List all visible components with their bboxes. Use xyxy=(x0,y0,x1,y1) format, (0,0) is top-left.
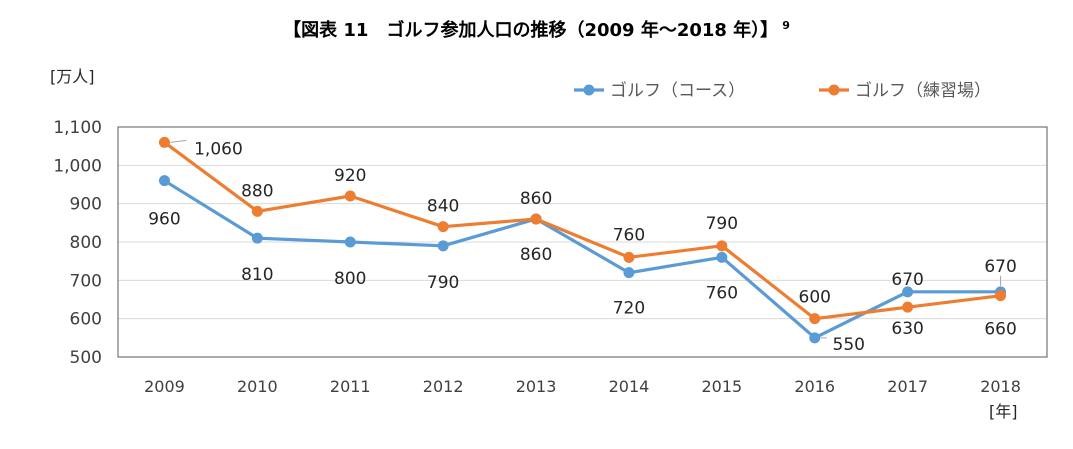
data-point xyxy=(995,290,1007,302)
data-point xyxy=(158,175,170,187)
x-tick-label: 2014 xyxy=(609,377,650,396)
y-tick-label: 600 xyxy=(70,310,102,330)
data-point xyxy=(716,251,728,263)
x-tick-label: 2012 xyxy=(423,377,464,396)
x-tick-label: 2018 xyxy=(980,377,1021,396)
series-line xyxy=(163,179,1001,340)
y-tick-label: 1,100 xyxy=(53,118,102,138)
x-axis-ticks: 2009 2010 2011 2012 2013 2014 2015 2016 2017 2018 xyxy=(144,377,1021,396)
data-point xyxy=(716,240,728,252)
y-tick-label: 1,000 xyxy=(53,156,102,176)
legend-item: ゴルフ（練習場） xyxy=(819,80,991,101)
data-point xyxy=(251,205,263,217)
chart-title: 【図表 11 ゴルフ参加人口の推移（2009 年～2018 年）】 9 xyxy=(0,16,1073,42)
label-leader-lines xyxy=(170,139,1002,339)
plot-area-frame xyxy=(117,126,1048,358)
y-tick-label: 800 xyxy=(70,233,102,253)
x-tick-label: 2016 xyxy=(794,377,835,396)
legend: ゴルフ（コース） ゴルフ（練習場） xyxy=(574,80,991,101)
chart-title-text: 【図表 11 ゴルフ参加人口の推移（2009 年～2018 年）】 xyxy=(283,20,779,41)
legend-label: ゴルフ（練習場） xyxy=(855,80,991,101)
x-tick-label: 2009 xyxy=(144,377,185,396)
data-point xyxy=(251,232,263,244)
data-label: 550 xyxy=(833,335,865,355)
x-axis-unit-label: [年] xyxy=(989,402,1018,421)
y-axis-unit-label: [万人] xyxy=(50,67,95,86)
data-label: 1,060 xyxy=(194,139,243,159)
data-label: 790 xyxy=(706,214,738,234)
series-range xyxy=(158,136,1007,325)
x-tick-label: 2013 xyxy=(516,377,557,396)
data-label: 630 xyxy=(891,319,923,339)
gridlines xyxy=(118,164,1047,320)
data-point xyxy=(623,251,635,263)
data-point xyxy=(623,267,635,279)
data-label: 860 xyxy=(520,245,552,265)
data-label: 860 xyxy=(520,189,552,209)
data-label: 810 xyxy=(241,265,273,285)
data-label: 790 xyxy=(427,273,459,293)
series-lines xyxy=(158,136,1007,344)
leader-line xyxy=(170,139,187,143)
data-label: 660 xyxy=(984,320,1016,340)
legend-marker xyxy=(583,84,595,96)
data-labels: 960 810 800 790 860 720 760 550 670 670 1,060 880 92… xyxy=(148,139,1017,355)
data-label: 600 xyxy=(799,288,831,308)
data-point xyxy=(437,240,449,252)
data-label: 760 xyxy=(706,283,738,303)
data-point xyxy=(344,236,356,248)
title-footnote-marker: 9 xyxy=(782,19,790,32)
data-point xyxy=(344,190,356,202)
x-tick-label: 2015 xyxy=(701,377,742,396)
x-tick-label: 2010 xyxy=(237,377,278,396)
series-course xyxy=(158,175,1007,344)
data-label: 880 xyxy=(241,181,273,201)
y-tick-label: 500 xyxy=(70,348,102,368)
series-line xyxy=(163,141,1001,321)
data-point xyxy=(902,301,914,313)
data-label: 760 xyxy=(613,225,645,245)
x-tick-label: 2011 xyxy=(330,377,371,396)
x-tick-label: 2017 xyxy=(887,377,928,396)
data-point xyxy=(437,221,449,233)
y-axis-ticks: 500 600 700 800 900 1,000 1,100 xyxy=(53,118,102,368)
y-tick-label: 900 xyxy=(70,195,102,215)
data-point xyxy=(809,332,821,344)
data-point xyxy=(902,286,914,298)
legend-marker xyxy=(828,84,840,96)
data-label: 840 xyxy=(427,197,459,217)
legend-item: ゴルフ（コース） xyxy=(574,80,745,101)
data-point xyxy=(530,213,542,225)
data-label: 800 xyxy=(334,269,366,289)
data-label: 720 xyxy=(613,299,645,319)
y-tick-label: 700 xyxy=(70,271,102,291)
data-label: 670 xyxy=(891,270,923,290)
legend-label: ゴルフ（コース） xyxy=(610,80,745,101)
data-label: 670 xyxy=(984,257,1016,277)
data-point xyxy=(158,136,170,148)
data-point xyxy=(809,313,821,325)
data-label: 960 xyxy=(148,210,180,230)
data-label: 920 xyxy=(334,166,366,186)
